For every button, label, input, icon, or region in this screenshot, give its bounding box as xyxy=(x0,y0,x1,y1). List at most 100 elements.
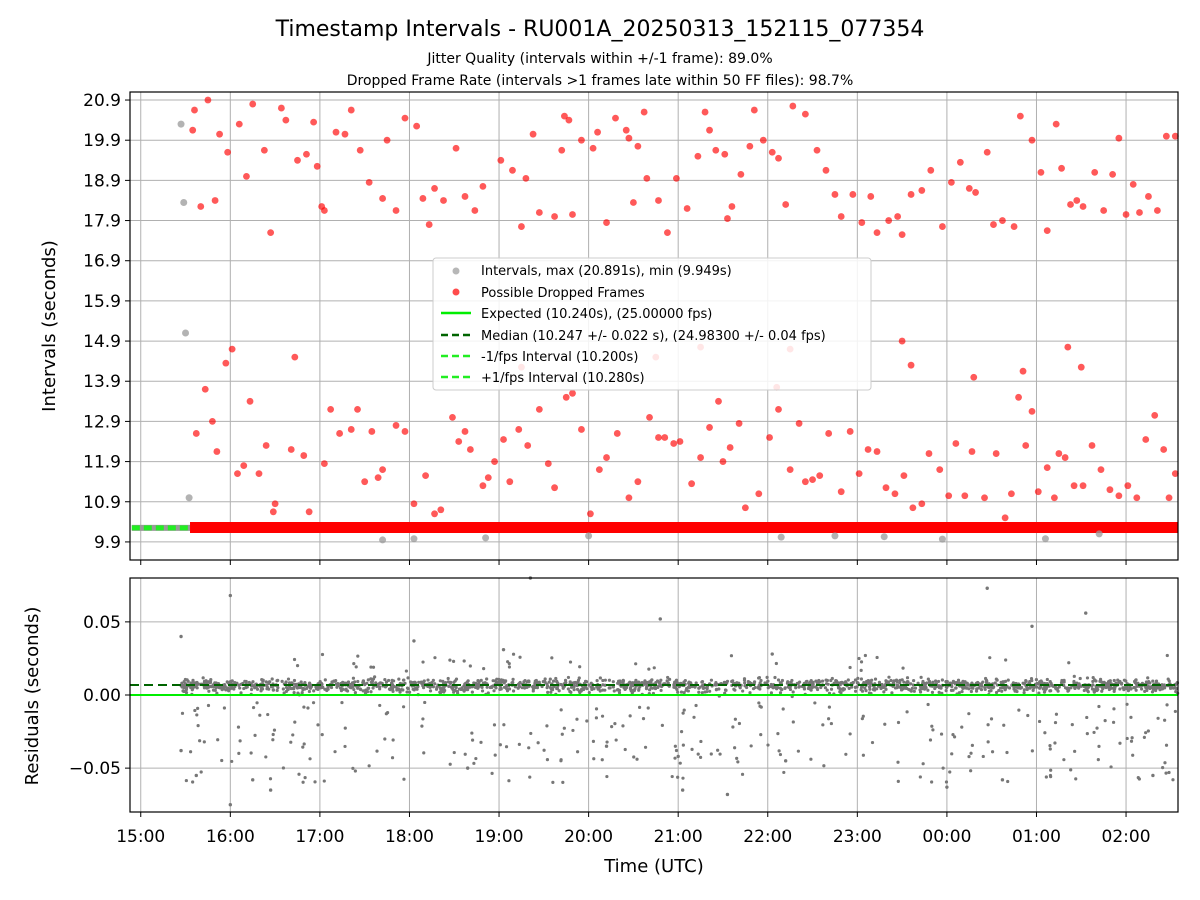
residual-point xyxy=(986,740,990,744)
residual-point xyxy=(479,678,483,682)
residual-point xyxy=(1164,771,1168,775)
residual-point xyxy=(308,686,313,690)
residual-point xyxy=(316,723,320,727)
residual-point xyxy=(861,714,865,718)
dropped-frame-point xyxy=(461,193,469,200)
residual-point xyxy=(1104,684,1109,688)
residual-point xyxy=(679,730,684,734)
residual-point xyxy=(1103,719,1107,723)
residual-point xyxy=(809,678,813,683)
dropped-frame-point xyxy=(255,470,263,478)
residual-point xyxy=(551,679,556,683)
residual-point xyxy=(1012,685,1016,689)
interval-point xyxy=(831,532,839,540)
residual-point xyxy=(1048,679,1052,684)
residual-point xyxy=(822,764,826,768)
dropped-frame-point xyxy=(589,144,597,152)
residual-point xyxy=(643,745,648,749)
dropped-frame-point xyxy=(551,484,558,492)
intervals-y-tick-label: 19.9 xyxy=(83,131,121,151)
dropped-frame-point xyxy=(1162,132,1170,140)
residual-point xyxy=(590,687,594,692)
residual-point xyxy=(974,689,979,693)
residual-point xyxy=(825,678,829,683)
residual-point xyxy=(180,681,184,685)
interval-point xyxy=(379,536,387,544)
residual-point xyxy=(511,677,515,681)
residual-point xyxy=(963,685,967,690)
dropped-frame-point xyxy=(506,478,514,486)
residual-point xyxy=(529,731,533,736)
residual-point xyxy=(850,685,854,689)
residual-point xyxy=(261,679,265,683)
residual-point xyxy=(340,700,344,705)
dropped-frame-point xyxy=(392,207,400,214)
residual-point xyxy=(854,689,858,693)
residual-point xyxy=(295,664,300,668)
interval-point xyxy=(177,120,185,128)
dropped-frame-point xyxy=(544,460,552,467)
residual-point xyxy=(1101,686,1105,690)
dropped-frame-point xyxy=(191,106,198,114)
dropped-frame-point xyxy=(246,397,254,405)
chart-subtitle-jitter: Jitter Quality (intervals within +/-1 fr… xyxy=(426,51,772,67)
intervals-gridlines xyxy=(130,92,1178,560)
residual-outlier-point xyxy=(1151,773,1155,778)
dropped-frame-point xyxy=(873,448,881,455)
residual-point xyxy=(647,667,651,671)
residual-point xyxy=(511,680,515,685)
residual-point xyxy=(470,738,475,742)
residual-point xyxy=(1093,678,1097,682)
residual-point xyxy=(676,690,680,694)
dropped-frame-point xyxy=(661,434,669,441)
intervals-data xyxy=(131,96,1179,544)
residual-point xyxy=(700,679,705,684)
dropped-frame-point xyxy=(816,472,824,480)
residual-point xyxy=(189,685,193,690)
residual-point xyxy=(944,780,949,784)
residual-point xyxy=(595,679,599,683)
dropped-frame-point xyxy=(634,142,642,150)
residual-point xyxy=(857,656,861,661)
residual-point xyxy=(545,682,549,686)
dropped-frame-point xyxy=(204,96,212,104)
residual-point xyxy=(485,685,489,689)
residual-point xyxy=(401,678,406,682)
dropped-frame-point xyxy=(1091,168,1099,176)
residual-point xyxy=(1150,690,1155,694)
residual-point xyxy=(1144,680,1149,684)
dropped-frame-point xyxy=(347,106,355,114)
residual-point xyxy=(536,741,540,745)
residual-point xyxy=(776,732,780,736)
residual-point xyxy=(185,678,189,682)
residual-point xyxy=(266,712,270,717)
residual-point xyxy=(811,685,815,689)
interval-point xyxy=(777,533,785,541)
residual-point xyxy=(280,679,284,683)
residual-point xyxy=(785,681,790,685)
dropped-frame-point xyxy=(622,126,630,134)
dropped-frame-point xyxy=(354,405,361,413)
residual-point xyxy=(847,686,851,690)
dropped-frame-point xyxy=(578,136,585,144)
residual-point xyxy=(631,684,635,688)
dropped-frame-point xyxy=(927,166,935,174)
residual-point xyxy=(356,679,360,684)
residual-point xyxy=(1053,741,1057,745)
residual-point xyxy=(1147,685,1151,689)
residual-point xyxy=(1051,684,1055,688)
residual-point xyxy=(502,723,506,727)
residual-point xyxy=(470,690,474,694)
dropped-frame-point xyxy=(569,389,576,397)
residual-point xyxy=(839,691,843,695)
residual-point xyxy=(950,752,954,756)
residual-point xyxy=(886,680,891,684)
residual-point xyxy=(1004,686,1008,690)
dropped-frame-point xyxy=(726,444,734,451)
dropped-frame-point xyxy=(898,231,906,239)
dropped-frame-point xyxy=(855,470,863,478)
residual-point xyxy=(846,678,850,682)
interval-point xyxy=(585,532,593,540)
dropped-frame-point xyxy=(846,428,854,435)
